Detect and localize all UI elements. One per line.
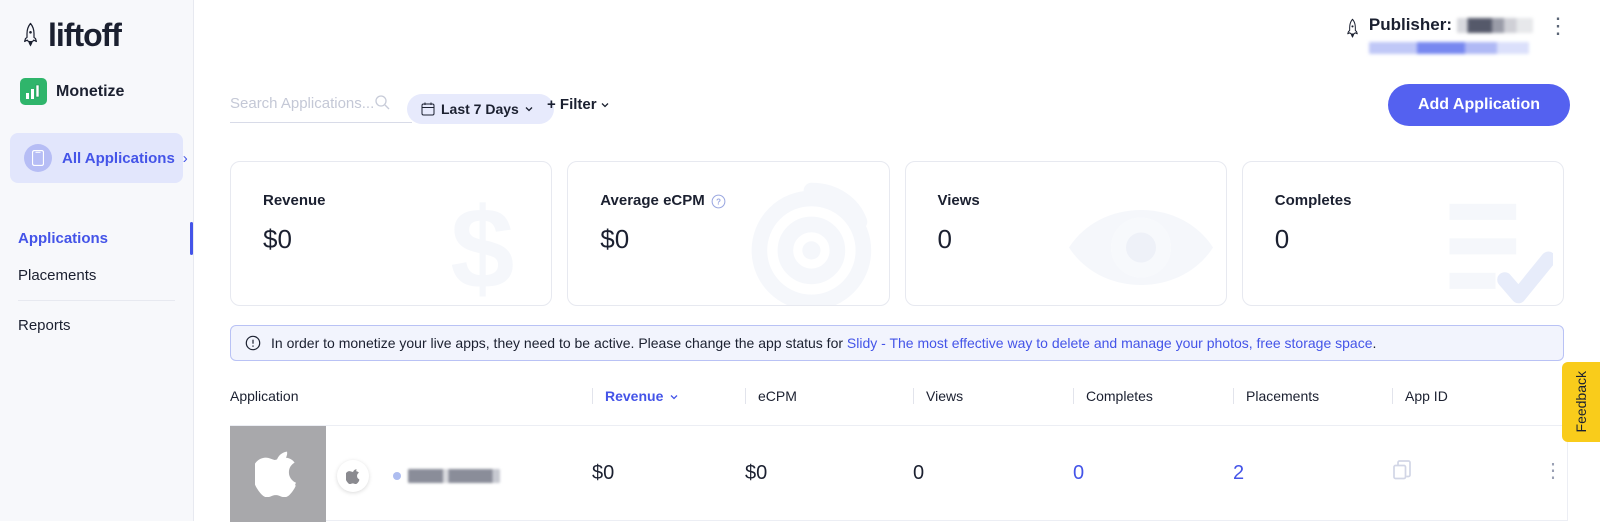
svg-text:?: ? [716,197,721,206]
svg-text:$: $ [451,190,515,305]
